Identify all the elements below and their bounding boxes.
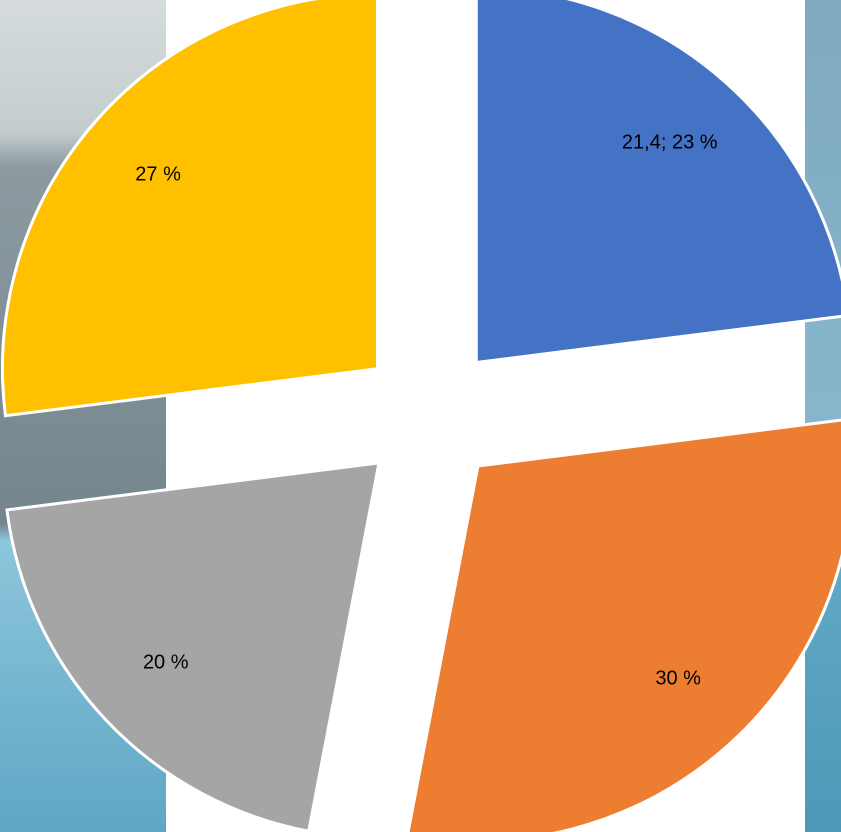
chart: 21,4; 23 % 30 % 20 % 27 % — [0, 0, 841, 832]
data-label: 27 % — [135, 164, 181, 186]
page: 21,4; 23 %30 %20 %27 % (() => { const da… — [0, 0, 841, 832]
data-label: 30 % — [655, 668, 701, 690]
data-label: 21,4; 23 % — [622, 131, 718, 153]
data-label: 20 % — [143, 651, 189, 673]
pie-slice — [408, 419, 841, 832]
pie-slice — [476, 0, 841, 362]
background-photo — [805, 0, 841, 832]
